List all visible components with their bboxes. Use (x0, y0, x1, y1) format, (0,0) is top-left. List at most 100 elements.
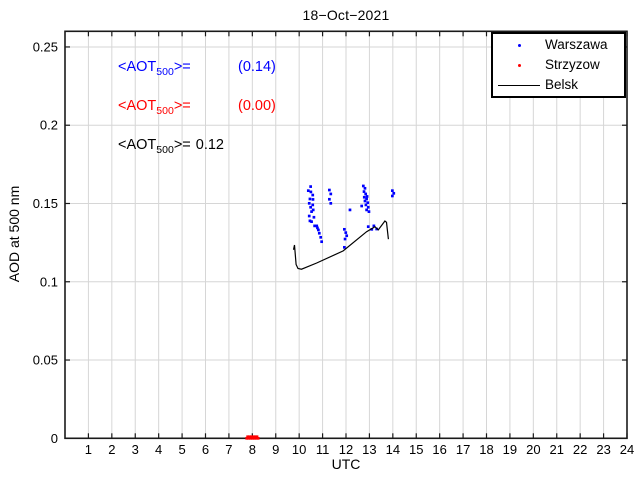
warszawa-point (345, 234, 349, 238)
warszawa-point (308, 219, 312, 223)
warszawa-point (391, 194, 394, 198)
legend-item-belsk: Belsk (493, 76, 624, 95)
legend-label: Strzyzow (545, 57, 600, 73)
chart-title: 18−Oct−2021 (302, 7, 390, 23)
warszawa-point (311, 198, 315, 201)
x-tick-label: 16 (432, 442, 446, 457)
strzyzow-point (250, 436, 254, 440)
strzyzow-point (256, 436, 260, 440)
warszawa-point (392, 191, 396, 195)
strzyzow-point (246, 435, 249, 439)
warszawa-point (328, 197, 331, 201)
belsk-line-marker (493, 84, 545, 86)
annotation-equals: >= (173, 59, 191, 75)
strzyzow-point (248, 435, 251, 439)
warszawa-point (362, 190, 366, 193)
x-tick-label: 15 (409, 442, 423, 457)
x-tick-label: 9 (272, 442, 279, 457)
x-tick-label: 7 (225, 442, 232, 457)
warszawa-point (364, 203, 368, 207)
x-tick-label: 5 (178, 442, 185, 457)
warszawa-point (366, 205, 370, 209)
strzyzow-point (250, 435, 253, 439)
warszawa-point (320, 240, 323, 244)
x-tick-label: 4 (155, 442, 162, 457)
warszawa-point (309, 205, 312, 209)
y-tick-label: 0.2 (40, 118, 58, 133)
x-tick-label: 11 (316, 442, 330, 457)
x-tick-label: 18 (479, 442, 493, 457)
warszawa-point (309, 190, 313, 194)
warszawa-point (329, 192, 333, 196)
warszawa-point (372, 224, 376, 228)
warszawa-point (363, 199, 367, 203)
warszawa-point (310, 210, 313, 213)
y-tick-label: 0.05 (33, 353, 58, 368)
belsk-line (292, 220, 389, 270)
warszawa-point (310, 220, 313, 224)
warszawa-point (343, 237, 347, 241)
strzyzow-point (255, 435, 259, 439)
warszawa-point (343, 227, 346, 231)
strzyzow-dot-marker (493, 63, 545, 67)
annotation-value: (0.00) (238, 98, 276, 114)
warszawa-point (367, 210, 371, 213)
warszawa-point (361, 184, 365, 188)
warszawa-point (360, 204, 364, 208)
x-tick-label: 6 (202, 442, 209, 457)
warszawa-point (317, 228, 320, 232)
warszawa-point (366, 201, 370, 205)
y-tick-label: 0.15 (33, 196, 58, 211)
x-tick-label: 1 (85, 442, 92, 457)
x-tick-label: 2 (108, 442, 115, 457)
plot-border (64, 30, 628, 440)
warszawa-point (315, 224, 319, 228)
annotation-equals: >= (173, 98, 191, 114)
warszawa-point (309, 185, 312, 188)
warszawa-point (328, 188, 331, 192)
annotation-belsk-mean: <AOT500>= 0.12 (118, 137, 224, 156)
strzyzow-point (245, 436, 249, 440)
annotation-equals: >= (173, 137, 191, 153)
warszawa-point (391, 189, 394, 193)
warszawa-dot-marker (493, 43, 545, 47)
strzyzow-point (254, 436, 258, 440)
warszawa-point (306, 189, 310, 193)
warszawa-point (307, 201, 311, 205)
x-tick-label: 21 (550, 442, 564, 457)
legend: Warszawa Strzyzow Belsk (491, 32, 626, 98)
strzyzow-point (253, 435, 257, 439)
warszawa-point (344, 231, 348, 234)
annotation-prefix: <AOT (118, 98, 157, 114)
x-tick-label: 20 (526, 442, 540, 457)
warszawa-point (319, 235, 323, 239)
warszawa-point (362, 195, 366, 199)
annotation-subscript: 500 (156, 144, 174, 156)
annotation-subscript: 500 (156, 105, 174, 117)
warszawa-point (311, 203, 315, 207)
x-axis-label: UTC (331, 456, 361, 472)
strzyzow-point (247, 436, 250, 440)
legend-item-warszawa: Warszawa (493, 36, 624, 55)
legend-label: Belsk (545, 77, 579, 93)
strzyzow-point (251, 435, 255, 439)
y-tick-label: 0.25 (33, 39, 58, 54)
warszawa-point (313, 224, 316, 228)
warszawa-point (329, 201, 333, 205)
warszawa-point (307, 214, 311, 218)
annotation-value: 0.12 (195, 137, 224, 153)
x-tick-label: 8 (249, 442, 256, 457)
y-axis-label: AOD at 500 nm (6, 185, 22, 283)
x-tick-label: 13 (362, 442, 376, 457)
x-tick-label: 22 (573, 442, 587, 457)
warszawa-point (316, 226, 319, 230)
warszawa-point (363, 186, 367, 190)
warszawa-point (311, 208, 315, 212)
x-tick-label: 24 (620, 442, 634, 457)
annotation-prefix: <AOT (118, 59, 157, 75)
x-tick-label: 17 (456, 442, 470, 457)
x-tick-label: 3 (132, 442, 139, 457)
strzyzow-point (252, 436, 256, 440)
annotation-prefix: <AOT (118, 137, 157, 153)
